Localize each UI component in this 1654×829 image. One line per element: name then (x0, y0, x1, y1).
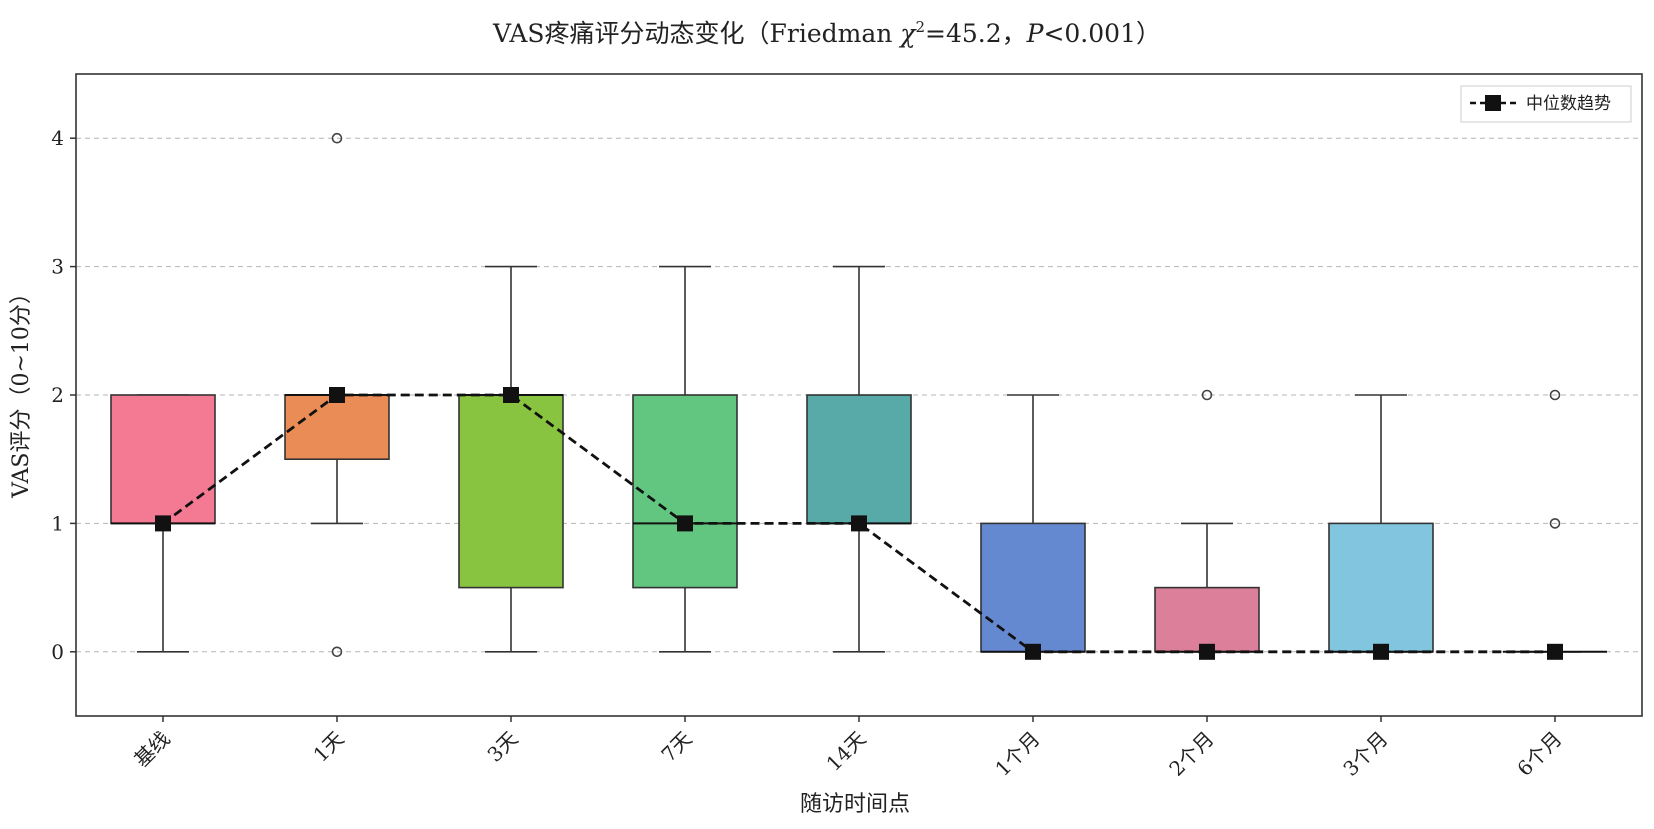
x-axis-label: 随访时间点 (800, 792, 910, 817)
median-trend-marker (503, 387, 519, 403)
box-7 (1328, 394, 1434, 653)
y-tick-label: 4 (51, 126, 64, 150)
x-tick-label: 基线 (129, 727, 174, 772)
legend: 中位数趋势 (1460, 85, 1632, 123)
y-axis-ticks: 0 1 2 3 4 (51, 126, 76, 664)
box-3 (632, 265, 738, 653)
box-8 (1503, 389, 1607, 653)
legend-label: 中位数趋势 (1526, 94, 1611, 114)
outlier-point (331, 132, 343, 144)
box-body (980, 522, 1086, 653)
outlier-point (1201, 389, 1213, 401)
x-tick-label: 1天 (308, 727, 348, 767)
median-trend-marker (677, 515, 693, 532)
box-body (1328, 522, 1434, 653)
box-body (284, 394, 390, 460)
y-tick-label: 1 (51, 511, 64, 535)
x-tick-label: 3个月 (1338, 727, 1392, 781)
y-tick-label: 2 (51, 383, 64, 407)
median-trend (155, 387, 1563, 660)
x-axis-ticks: 基线 1天 3天 7天 14天 1个月 2个月 3个月 6个月 (129, 716, 1567, 781)
box-body (632, 394, 738, 589)
box-body (458, 394, 564, 589)
median-trend-line (162, 393, 1555, 654)
box-0 (110, 394, 216, 653)
median-trend-marker (329, 387, 345, 403)
x-tick-label: 6个月 (1512, 727, 1566, 781)
y-tick-label: 3 (51, 255, 64, 279)
median-trend-marker (1025, 643, 1041, 660)
outlier-point (1549, 389, 1561, 401)
x-tick-label: 2个月 (1164, 727, 1218, 781)
median-trend-marker (1199, 643, 1215, 660)
median-trend-marker (155, 515, 171, 532)
x-tick-label: 14天 (821, 727, 870, 776)
outlier-point (1549, 518, 1561, 529)
box-4 (806, 265, 912, 653)
x-tick-label: 1个月 (990, 727, 1044, 781)
chart-title: VAS疼痛评分动态变化（Friedman χ2=45.2，P<0.001） (492, 18, 1161, 48)
boxes (110, 132, 1607, 658)
median-trend-marker (1547, 643, 1563, 660)
outlier-point (331, 646, 343, 658)
box-body (806, 394, 912, 525)
box-2 (458, 265, 564, 653)
median-trend-marker (851, 515, 867, 532)
box-body (110, 394, 216, 525)
x-tick-label: 3天 (482, 727, 522, 767)
y-tick-label: 0 (51, 640, 64, 664)
box-5 (980, 394, 1086, 653)
box-body (1154, 586, 1260, 653)
y-axis-label: VAS评分（0~10分） (9, 282, 34, 499)
legend-marker (1485, 95, 1501, 111)
box-6 (1154, 389, 1260, 653)
plot-frame (75, 73, 1643, 717)
x-tick-label: 7天 (656, 727, 696, 767)
median-trend-marker (1373, 643, 1389, 660)
